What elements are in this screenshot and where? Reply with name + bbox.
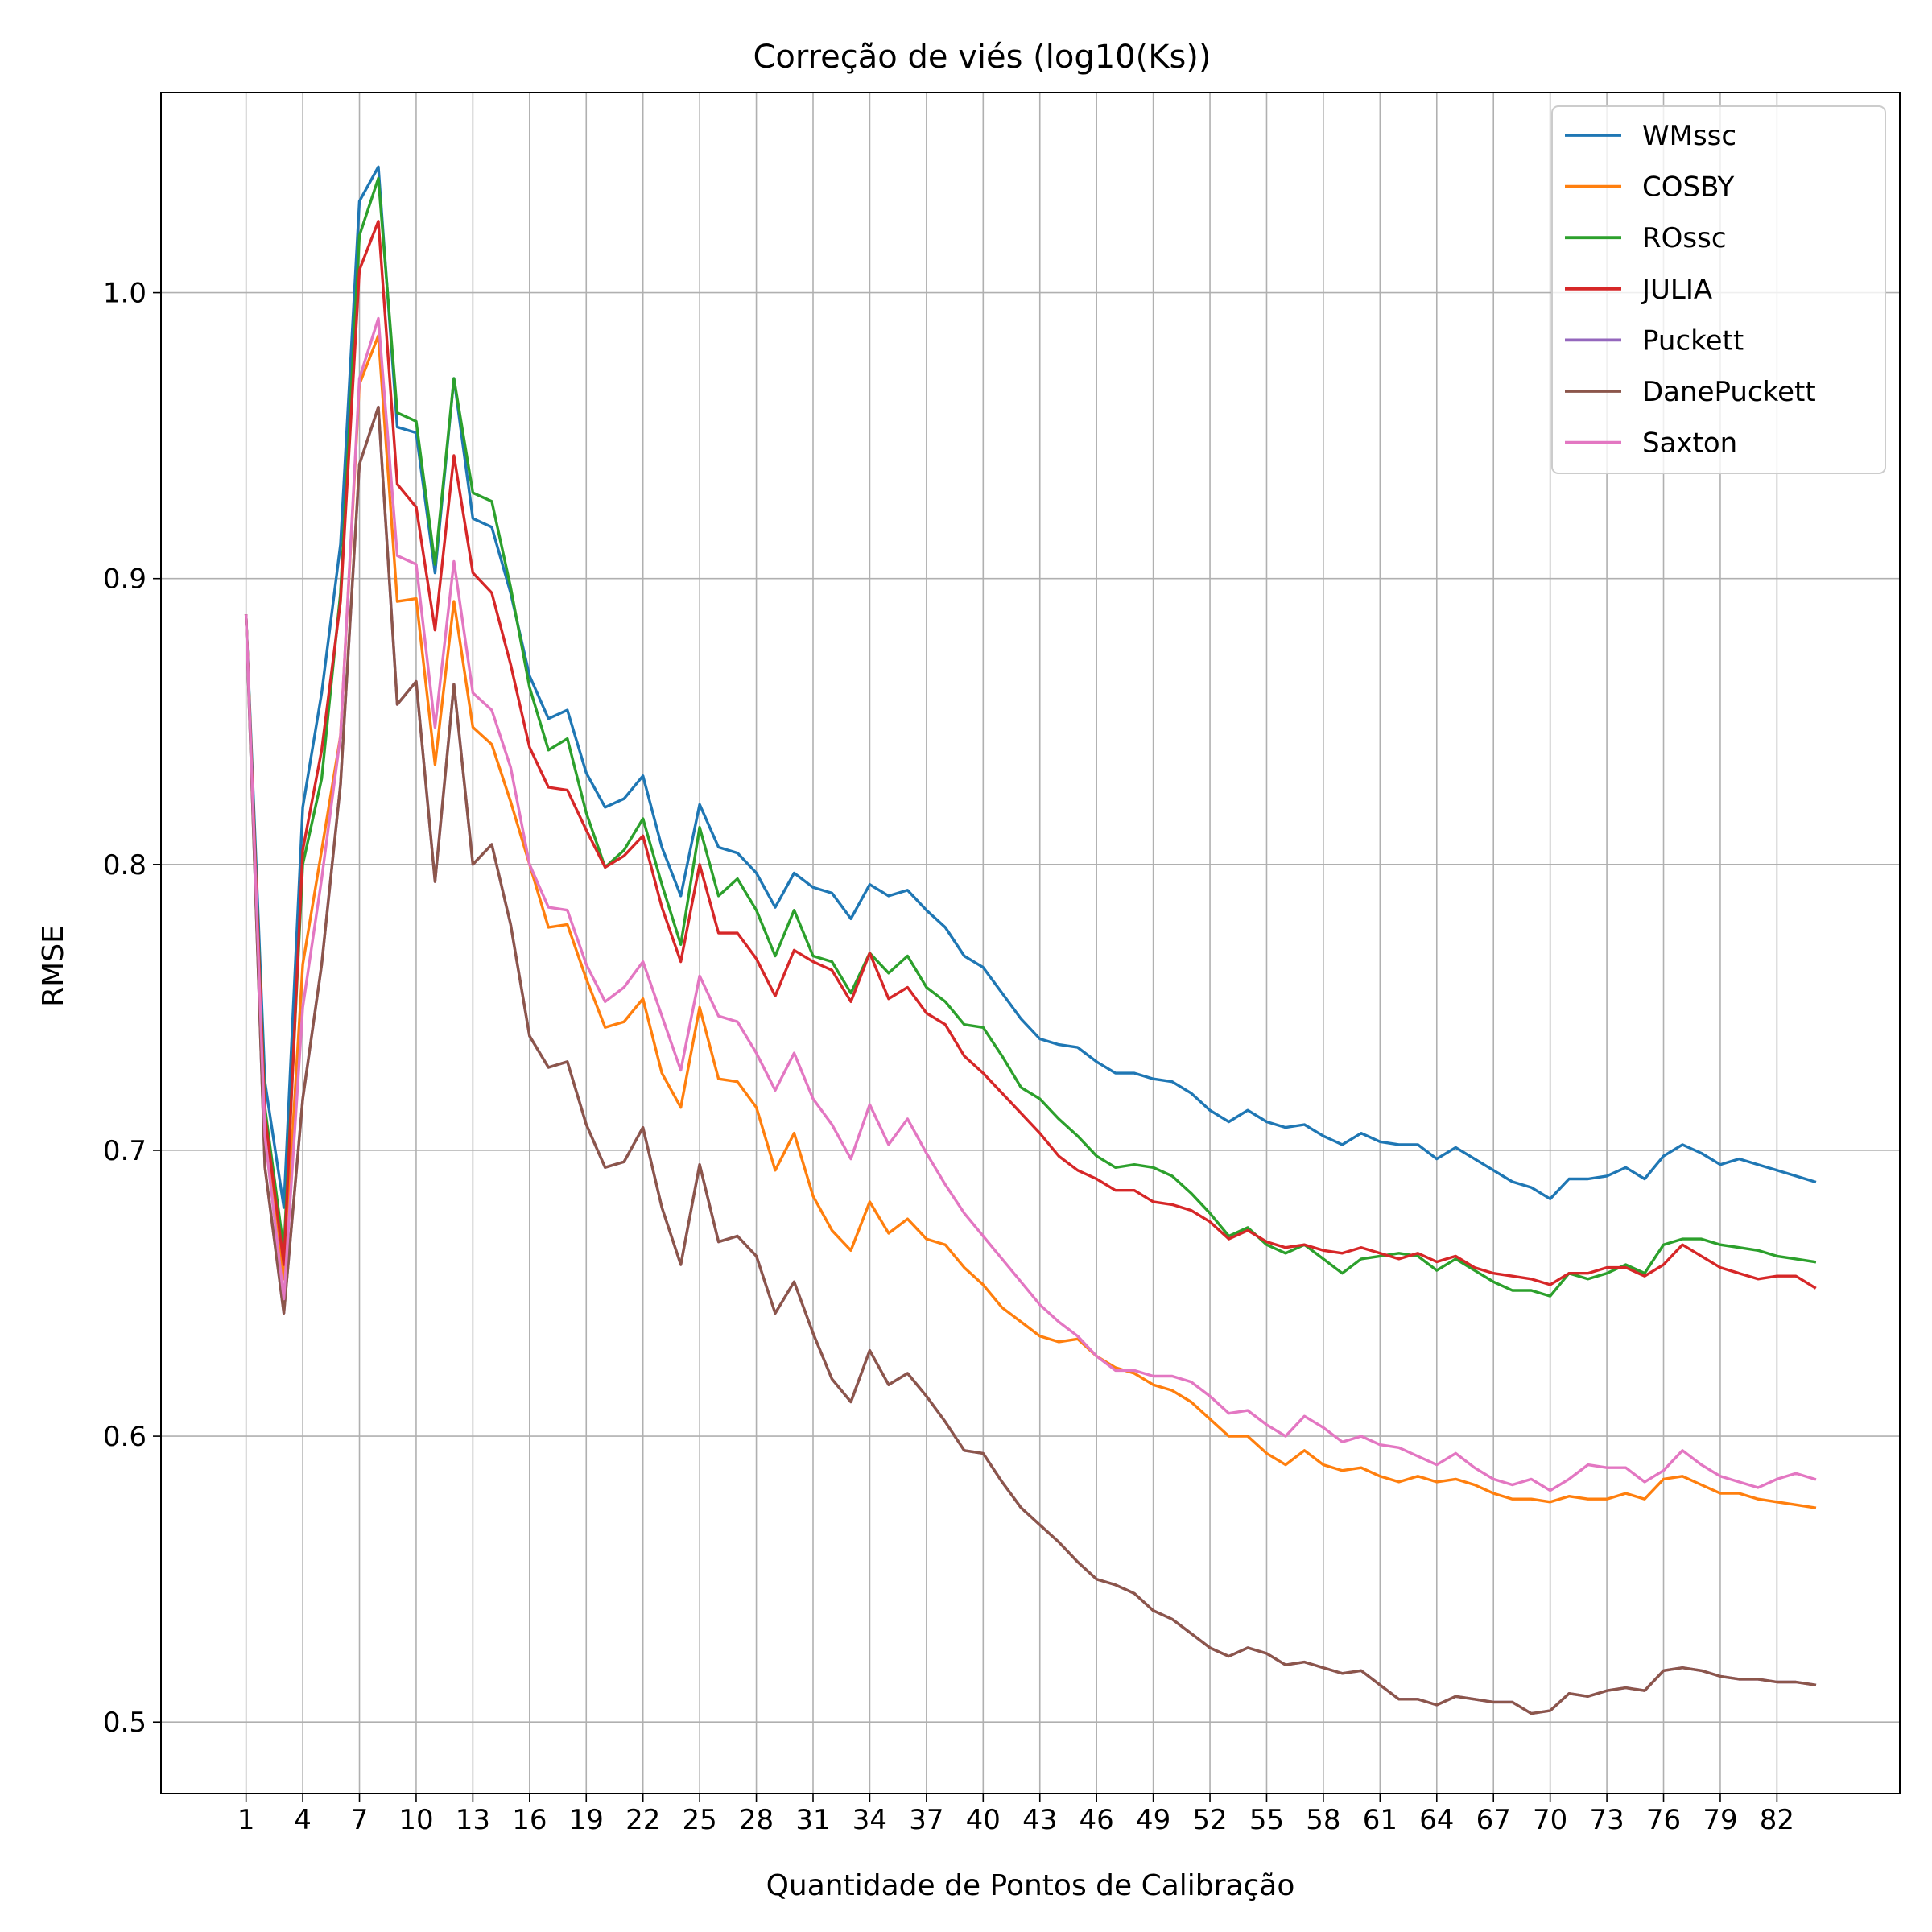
legend-label-puckett: Puckett: [1642, 324, 1744, 357]
series-line-julia: [244, 220, 1817, 1290]
x-tick-label: 13: [456, 1804, 490, 1836]
legend-label-julia: JULIA: [1641, 274, 1712, 306]
y-axis-label: RMSE: [37, 925, 70, 1007]
x-tick-label: 16: [512, 1804, 547, 1836]
legend-box: [1551, 105, 1886, 474]
x-tick-label: 82: [1760, 1804, 1794, 1836]
x-axis-label: Quantidade de Pontos de Calibração: [766, 1869, 1295, 1902]
plot-frame: [160, 92, 1901, 1794]
legend-label-wmssc: WMssc: [1642, 120, 1736, 152]
x-tick-label: 79: [1703, 1804, 1737, 1836]
y-tick-label: 0.6: [103, 1421, 147, 1453]
x-tick-label: 10: [398, 1804, 433, 1836]
x-tick-label: 31: [795, 1804, 830, 1836]
x-tick-label: 7: [351, 1804, 369, 1836]
y-tick-label: 0.8: [103, 849, 147, 881]
x-tick-label: 22: [625, 1804, 660, 1836]
x-tick-label: 70: [1533, 1804, 1567, 1836]
x-tick-label: 55: [1249, 1804, 1284, 1836]
x-tick-label: 61: [1363, 1804, 1397, 1836]
x-tick-label: 19: [569, 1804, 604, 1836]
x-tick-label: 40: [966, 1804, 1001, 1836]
series-line-saxton: [244, 316, 1817, 1492]
series-line-wmssc: [244, 165, 1817, 1209]
x-tick-label: 76: [1646, 1804, 1681, 1836]
y-tick-label: 0.7: [103, 1135, 147, 1167]
x-tick-label: 64: [1419, 1804, 1454, 1836]
series-line-rossc: [244, 176, 1817, 1298]
series-lines: [244, 165, 1817, 1715]
series-line-cosby: [244, 334, 1817, 1509]
series-line-danepuckett: [244, 405, 1817, 1715]
x-tick-label: 4: [294, 1804, 312, 1836]
legend: WMssc COSBY ROssc JULIA Puckett DanePuckett Sa…: [1551, 105, 1886, 474]
legend-label-cosby: COSBY: [1642, 171, 1735, 204]
x-tick-label: 25: [682, 1804, 716, 1836]
x-tick-label: 34: [852, 1804, 887, 1836]
chart-title: Correção de viés (log10(Ks)): [753, 39, 1211, 76]
y-tick-label: 1.0: [103, 278, 147, 310]
x-tick-label: 28: [739, 1804, 774, 1836]
x-tick-label: 1: [237, 1804, 255, 1836]
x-tick-label: 58: [1306, 1804, 1340, 1836]
legend-label-saxton: Saxton: [1642, 427, 1737, 460]
axis-ticks: 1 4 7 10 13 16 19 22 25 28 31 34 37 40 43 46 49 52 55 58 61 6…: [103, 278, 1794, 1836]
x-tick-label: 67: [1476, 1804, 1511, 1836]
x-tick-label: 52: [1192, 1804, 1227, 1836]
legend-label-rossc: ROssc: [1642, 222, 1727, 254]
x-tick-label: 46: [1080, 1804, 1114, 1836]
y-tick-label: 0.9: [103, 564, 147, 596]
y-tick-label: 0.5: [103, 1707, 147, 1739]
x-tick-label: 43: [1022, 1804, 1057, 1836]
x-tick-label: 37: [909, 1804, 943, 1836]
legend-label-danepuckett: DanePuckett: [1642, 376, 1816, 408]
x-tick-label: 49: [1136, 1804, 1170, 1836]
x-tick-label: 73: [1589, 1804, 1624, 1836]
